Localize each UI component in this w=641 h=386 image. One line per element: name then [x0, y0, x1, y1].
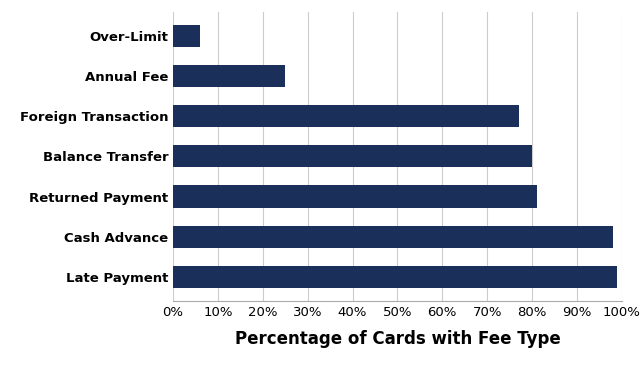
Bar: [173, 65, 285, 87]
Bar: [173, 226, 613, 248]
Bar: [173, 25, 200, 47]
Bar: [173, 105, 519, 127]
Bar: [173, 266, 617, 288]
Bar: [173, 185, 537, 208]
Bar: [173, 145, 532, 168]
X-axis label: Percentage of Cards with Fee Type: Percentage of Cards with Fee Type: [235, 330, 560, 348]
